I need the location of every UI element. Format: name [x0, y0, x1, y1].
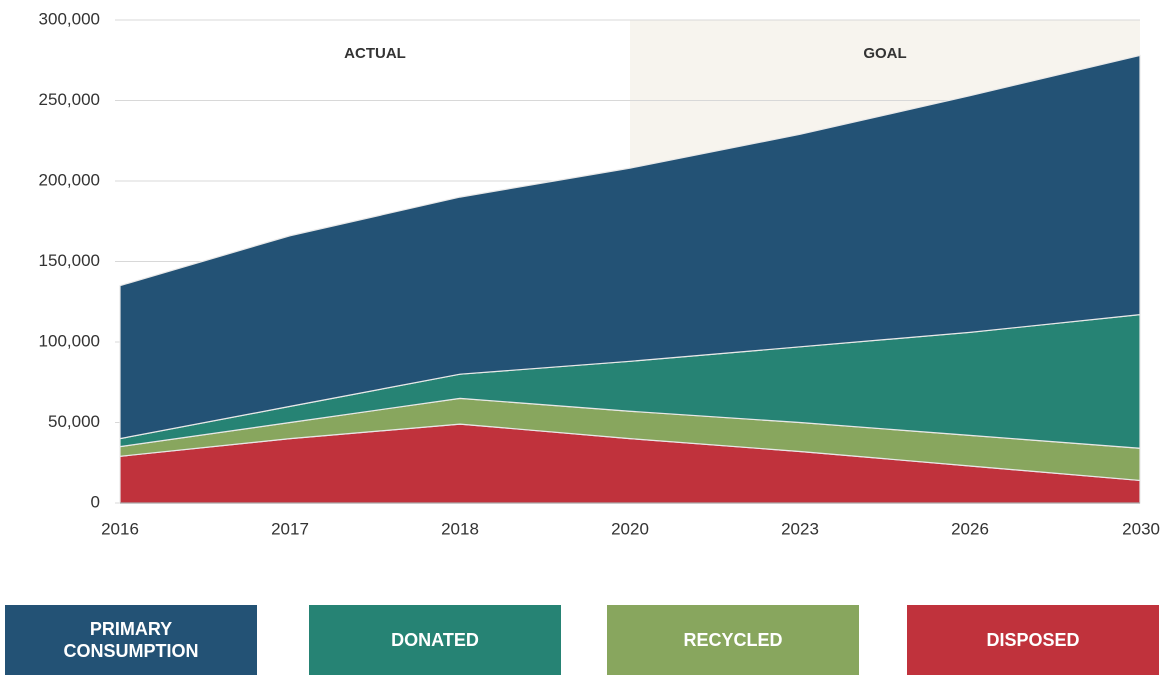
x-tick-label: 2026	[951, 519, 989, 538]
legend-label: RECYCLED	[683, 630, 783, 650]
y-tick-label: 0	[91, 492, 100, 511]
chart: 0 50,000 100,000 150,000 200,000 250,000 300,0…	[39, 9, 1160, 538]
x-tick-label: 2017	[271, 519, 309, 538]
x-tick-label: 2020	[611, 519, 649, 538]
y-tick-label: 100,000	[39, 331, 100, 350]
x-tick-label: 2016	[101, 519, 139, 538]
y-tick-label: 150,000	[39, 251, 100, 270]
legend-item: PRIMARY CONSUMPTION	[5, 605, 257, 675]
area	[119, 54, 1141, 440]
legend-label: DONATED	[391, 630, 479, 650]
legend-label: DISPOSED	[986, 630, 1080, 650]
legend-item: DISPOSED	[907, 605, 1159, 675]
legend-item: RECYCLED	[607, 605, 859, 675]
region-label: ACTUAL	[344, 45, 406, 62]
legend-item: DONATED	[309, 605, 561, 675]
y-tick-label: 200,000	[39, 170, 100, 189]
x-tick-label: 2030	[1122, 519, 1160, 538]
x-tick-label: 2023	[781, 519, 819, 538]
legend-label: PRIMARY CONSUMPTION	[63, 619, 199, 661]
region-label: GOAL	[863, 45, 906, 62]
y-tick-label: 50,000	[48, 412, 100, 431]
x-tick-label: 2018	[441, 519, 479, 538]
y-tick-label: 300,000	[39, 9, 100, 28]
y-tick-label: 250,000	[39, 90, 100, 109]
